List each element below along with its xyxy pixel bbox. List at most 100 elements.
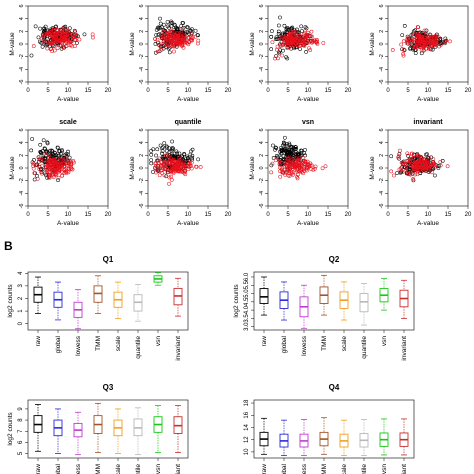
scatter-point-red xyxy=(54,30,58,35)
scatter-point-red xyxy=(159,35,164,39)
box-ytick-label-Q1: 1 xyxy=(18,309,24,313)
scatter-point-black xyxy=(40,157,44,162)
scatter-point-red xyxy=(52,48,57,53)
scatter-ytick-label-4: -6 xyxy=(379,80,385,85)
scatter-xtick-label-1: 10 xyxy=(65,88,72,94)
scatter-ytick-label-3: 4 xyxy=(259,17,265,20)
scatter-point-red xyxy=(301,156,306,161)
scatter-point-red xyxy=(53,167,58,172)
scatter-xtick-label-6: 10 xyxy=(185,212,192,218)
box-xtick-label-invariant: invariant xyxy=(175,336,182,361)
scatter-xlabel-5: A-value xyxy=(57,220,79,227)
scatter-xlabel-7: A-value xyxy=(297,220,319,227)
scatter-point-red xyxy=(431,40,436,45)
scatter-point-black xyxy=(299,148,304,153)
scatter-point-red xyxy=(56,161,61,166)
scatter-point-black xyxy=(273,147,277,152)
scatter-point-black xyxy=(167,146,171,151)
scatter-ytick-label-6: 2 xyxy=(139,154,145,157)
scatter-point-red xyxy=(55,46,60,50)
scatter-point-black xyxy=(276,23,281,28)
scatter-point-red xyxy=(320,166,325,171)
scatter-point-black xyxy=(273,145,278,150)
scatter-ylabel-5: M-value xyxy=(9,156,16,180)
scatter-point-red xyxy=(434,43,439,48)
box-xtick-label-lowess: lowess xyxy=(301,335,308,356)
scatter-point-red xyxy=(36,155,41,160)
scatter-point-red xyxy=(429,161,433,165)
scatter-point-black xyxy=(395,171,400,175)
scatter-point-black xyxy=(402,24,407,28)
scatter-point-red xyxy=(52,41,57,46)
box-xtick-label-quantile: quantile xyxy=(135,336,142,359)
box-xtick-label-quantile: quantile xyxy=(361,336,368,359)
scatter-point-red xyxy=(306,162,311,166)
scatter-ytick-label-2: -4 xyxy=(139,67,145,72)
scatter-point-black xyxy=(304,26,309,31)
scatter-point-black xyxy=(186,25,190,30)
scatter-xtick-label-8: 0 xyxy=(386,212,390,218)
scatter-xtick-label-6: 5 xyxy=(166,212,170,218)
scatter-point-red xyxy=(53,172,58,177)
scatter-point-black xyxy=(36,35,41,40)
scatter-point-black xyxy=(274,54,278,58)
scatter-point-black xyxy=(40,44,45,49)
scatter-point-red xyxy=(270,161,275,166)
scatter-point-red xyxy=(303,159,308,164)
box-ytick-label-Q3: 8 xyxy=(18,418,24,422)
scatter-point-red xyxy=(430,170,434,175)
scatter-ytick-label-7: -2 xyxy=(259,178,265,183)
scatter-point-black xyxy=(153,50,158,55)
scatter-point-black xyxy=(34,173,39,178)
scatter-point-red xyxy=(183,168,187,173)
scatter-point-black xyxy=(400,47,404,52)
box-ylabel-Q1: log2 counts xyxy=(7,284,14,318)
scatter-point-red xyxy=(289,172,294,176)
scatter-point-red xyxy=(293,41,298,46)
scatter-point-black xyxy=(169,24,174,29)
box-xtick-label-raw: raw xyxy=(35,336,42,347)
scatter-point-red xyxy=(45,172,50,177)
scatter-point-red xyxy=(291,165,295,170)
scatter-point-red xyxy=(159,47,164,52)
scatter-point-red xyxy=(66,170,71,175)
scatter-point-red xyxy=(67,39,72,44)
scatter-point-red xyxy=(282,168,286,172)
scatter-point-red xyxy=(301,43,306,48)
scatter-point-red xyxy=(157,160,161,165)
scatter-point-red xyxy=(157,173,162,178)
box-xtick-label-global: global xyxy=(281,463,288,474)
scatter-point-red xyxy=(284,34,289,38)
scatter-point-red xyxy=(56,175,61,180)
scatter-point-black xyxy=(29,148,34,153)
scatter-point-red xyxy=(434,163,439,168)
scatter-point-red xyxy=(37,167,42,172)
box-frame-Q1 xyxy=(27,271,189,331)
scatter-point-red xyxy=(163,166,168,171)
box-xtick-label-scale: scale xyxy=(115,336,122,352)
box-xtick-label-lowess: lowess xyxy=(75,335,82,356)
scatter-point-black xyxy=(174,25,178,30)
scatter-point-black xyxy=(162,141,167,145)
scatter-point-red xyxy=(62,38,67,43)
scatter-point-red xyxy=(179,39,184,43)
scatter-point-red xyxy=(70,167,75,172)
scatter-point-red xyxy=(280,42,285,47)
scatter-point-red xyxy=(73,38,78,42)
scatter-point-red xyxy=(413,45,418,49)
scatter-point-red xyxy=(35,176,40,181)
scatter-point-black xyxy=(165,145,169,150)
scatter-point-red xyxy=(42,39,46,44)
box-xtick-label-TMM: TMM xyxy=(321,336,328,351)
scatter-xtick-label-6: 20 xyxy=(225,212,232,218)
scatter-point-red xyxy=(62,25,67,30)
scatter-point-red xyxy=(174,36,179,41)
scatter-xtick-label-7: 5 xyxy=(286,212,290,218)
scatter-xtick-label-7: 15 xyxy=(325,212,332,218)
scatter-point-red xyxy=(53,35,58,39)
scatter-point-red xyxy=(287,45,292,50)
scatter-point-black xyxy=(190,153,195,158)
scatter-point-black xyxy=(271,143,275,148)
scatter-point-red xyxy=(423,160,428,164)
scatter-point-black xyxy=(29,53,34,58)
